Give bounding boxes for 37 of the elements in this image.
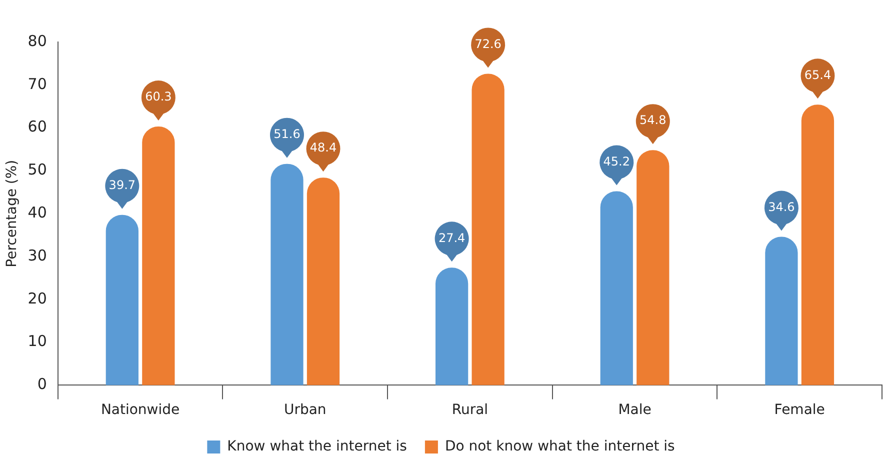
bar [472, 74, 504, 386]
bar [270, 164, 304, 386]
bar [106, 214, 138, 386]
data-label: 51.6 [274, 126, 300, 141]
data-label: 72.6 [474, 36, 502, 51]
y-tick-label: 0 [37, 375, 47, 394]
bar [435, 268, 468, 386]
x-tick-label: Rural [452, 402, 488, 418]
bar [636, 150, 670, 386]
data-label: 54.8 [640, 113, 666, 128]
bar [600, 191, 633, 386]
data-label: 45.2 [603, 154, 630, 168]
y-tick-label: 20 [28, 289, 47, 308]
y-tick-label: 30 [28, 246, 47, 264]
data-label: 39.7 [108, 178, 136, 192]
y-tick-label: 80 [28, 32, 47, 50]
y-tick-label: 50 [28, 160, 47, 179]
bar [765, 236, 798, 386]
legend-label: Do not know what the internet is [444, 438, 675, 455]
data-label: 65.4 [804, 68, 832, 82]
y-axis-title: Percentage (%) [4, 160, 20, 268]
data-label: 48.4 [310, 140, 337, 155]
x-tick-label: Female [774, 402, 825, 418]
data-label: 27.4 [438, 230, 466, 245]
legend-label: Know what the internet is [227, 438, 407, 455]
bar [801, 104, 834, 386]
x-tick-label: Male [618, 402, 652, 418]
y-tick-label: 40 [28, 203, 47, 222]
bar [142, 126, 175, 386]
data-label: 60.3 [145, 90, 172, 104]
y-tick-label: 10 [28, 332, 47, 350]
y-tick-label: 70 [28, 74, 47, 93]
x-tick-label: Urban [284, 402, 326, 418]
bar [306, 178, 340, 386]
x-tick-label: Nationwide [100, 402, 180, 418]
y-tick-label: 60 [28, 118, 47, 136]
data-label: 34.6 [768, 200, 795, 214]
